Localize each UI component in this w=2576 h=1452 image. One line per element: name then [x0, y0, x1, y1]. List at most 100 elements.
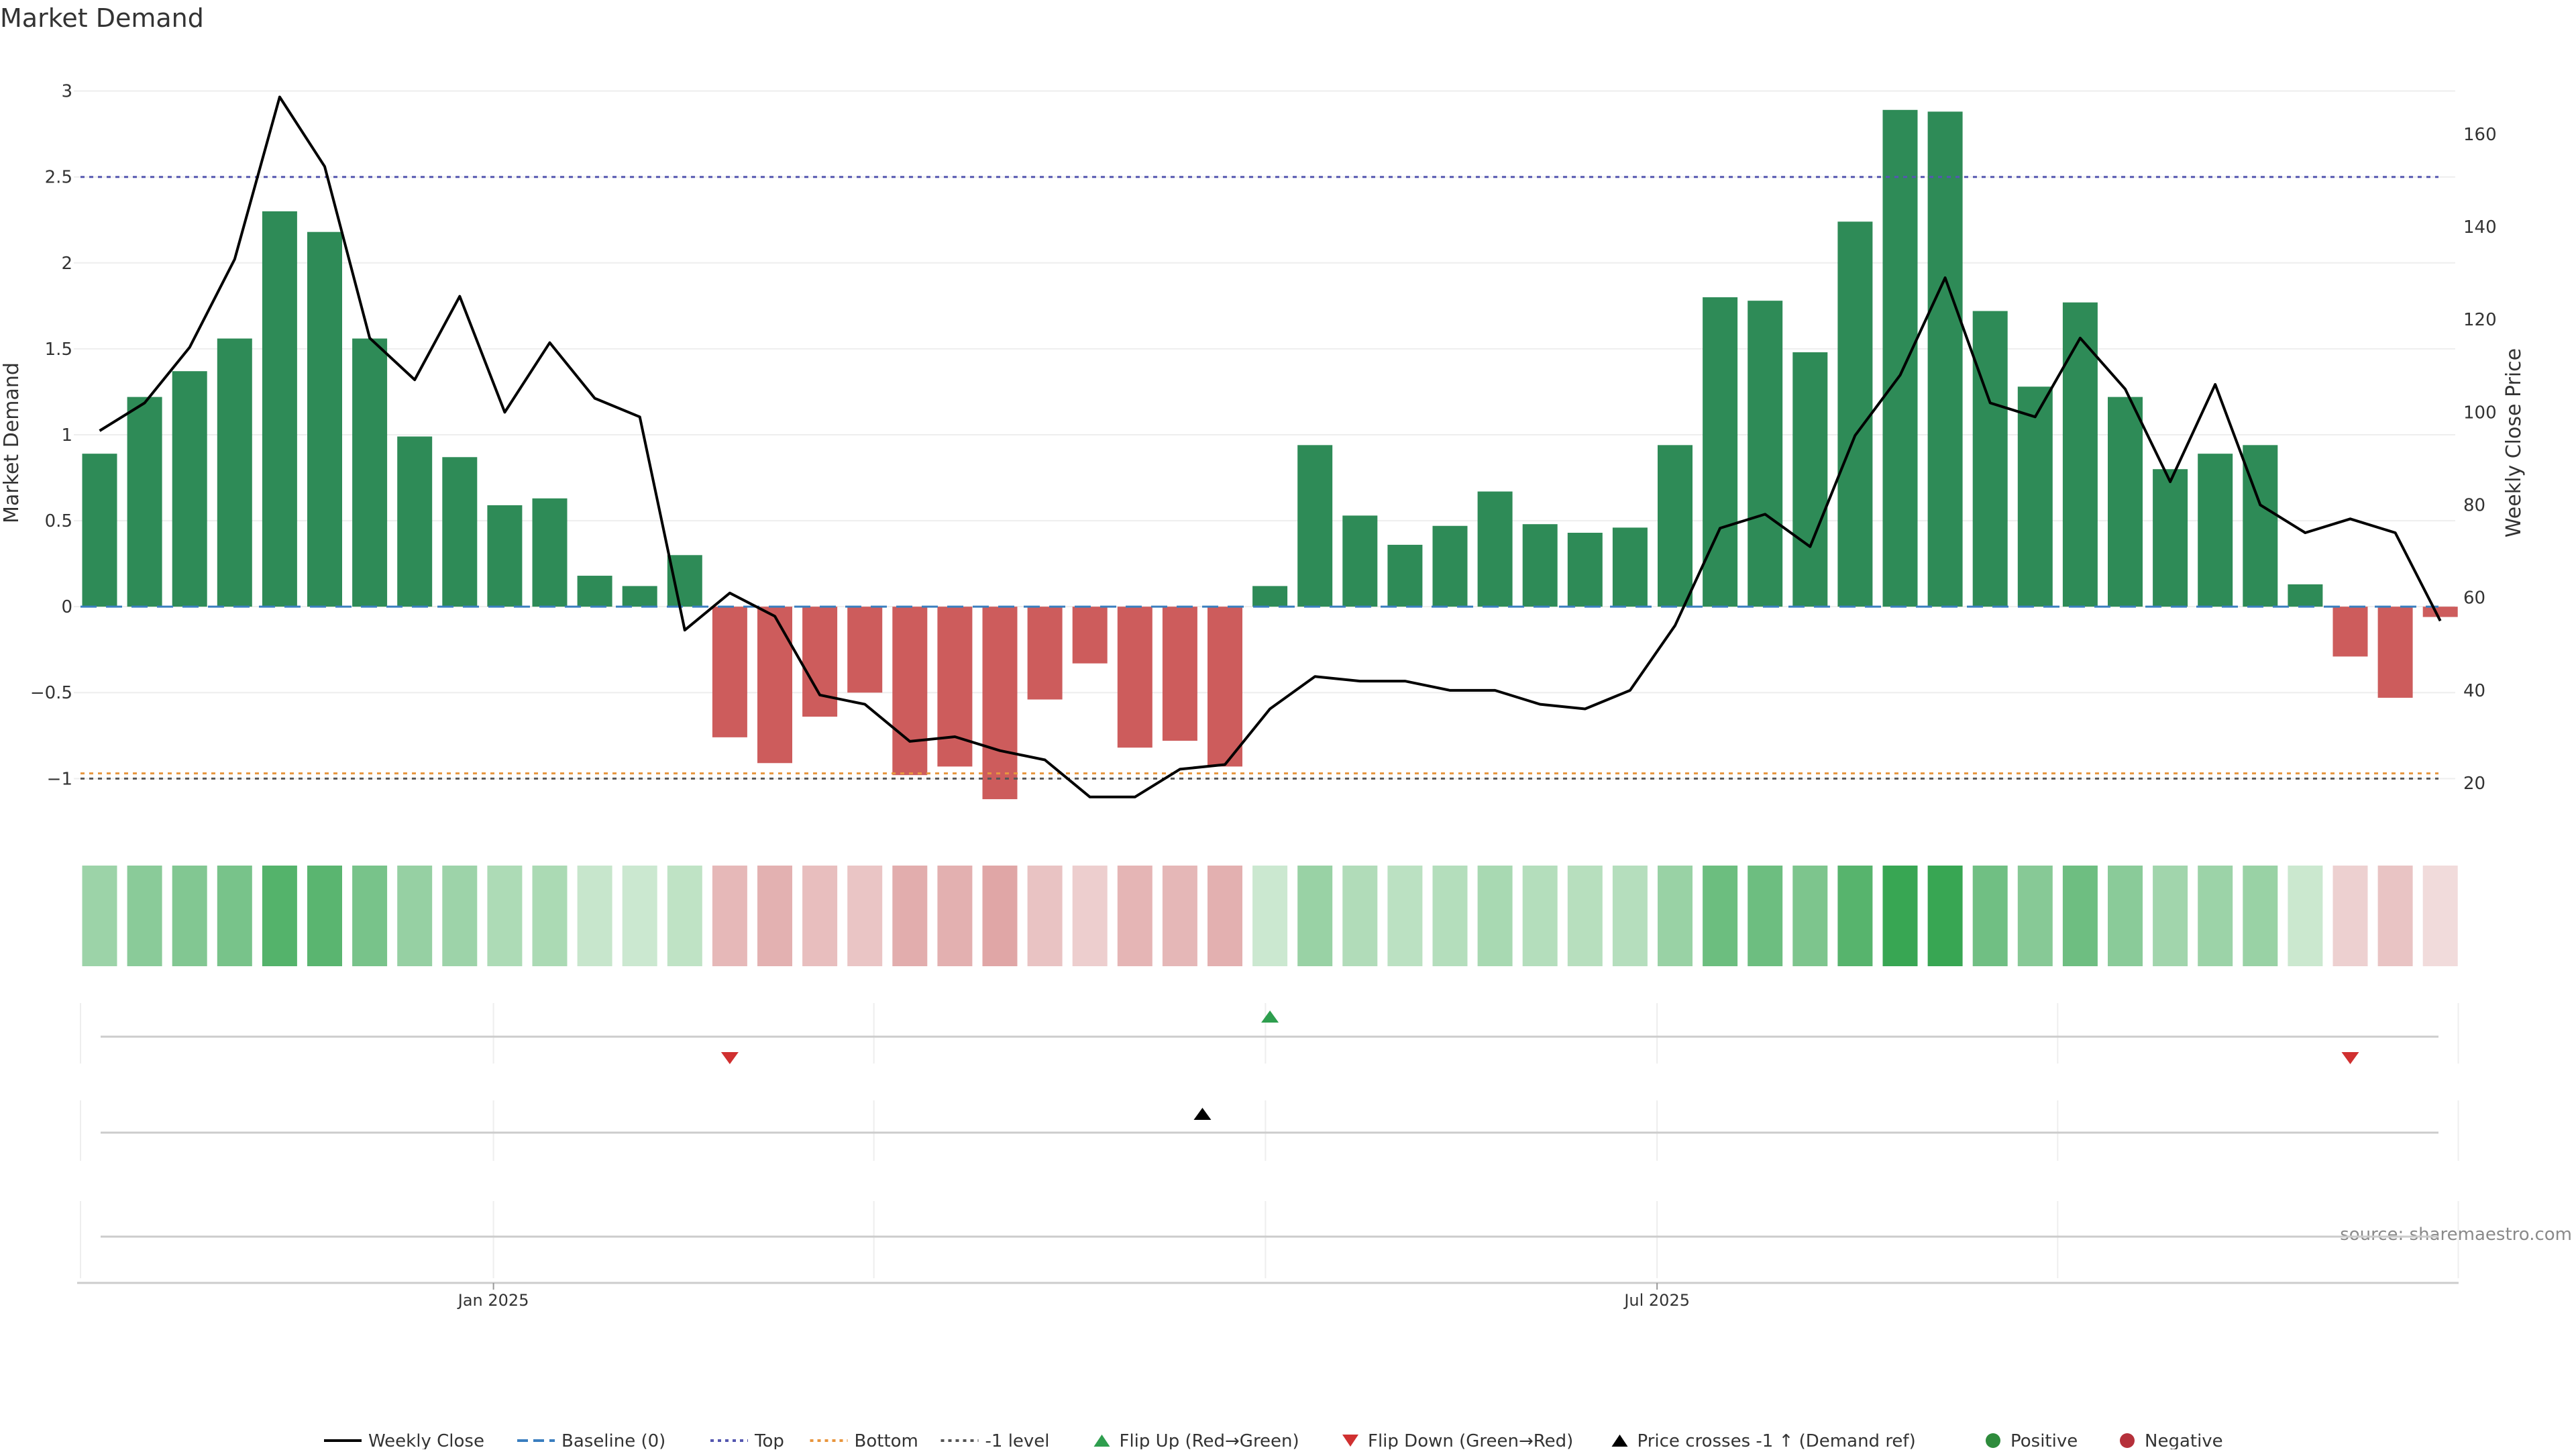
heat-cell: [1117, 866, 1152, 966]
legend-label: Bottom: [855, 1431, 918, 1449]
heat-cell: [802, 866, 838, 966]
positive-bar: [1342, 515, 1378, 607]
y-tick-label: 1.5: [45, 340, 72, 360]
heat-cell: [1252, 866, 1288, 966]
chart-title: Market Demand: [0, 3, 204, 33]
heat-cell: [2153, 866, 2188, 966]
negative-bar: [847, 607, 883, 693]
heat-cell: [1027, 866, 1063, 966]
legend-label: Price crosses -1 ↑ (Demand ref): [1638, 1431, 1916, 1449]
heat-cell: [1792, 866, 1828, 966]
price-line-layer: [99, 95, 2442, 798]
reference-lines: [80, 176, 2438, 780]
negative-bar: [1072, 607, 1108, 664]
y2-tick-label: 40: [2463, 681, 2485, 701]
flip-down-marker: [720, 1052, 739, 1064]
heat-cell: [1927, 866, 1963, 966]
legend-label: -1 level: [985, 1431, 1050, 1449]
y2-tick-label: 160: [2463, 125, 2497, 145]
x-tick-label: Jul 2025: [1623, 1291, 1690, 1310]
heat-cell: [937, 866, 973, 966]
bar-layer: [82, 109, 2458, 800]
heat-strip: [82, 866, 2458, 966]
heat-cell: [307, 866, 342, 966]
negative-bar: [1162, 607, 1197, 741]
heat-cell: [352, 866, 388, 966]
heat-cell: [2288, 866, 2323, 966]
positive-bar: [1927, 111, 1963, 607]
legend-label: Top: [754, 1431, 784, 1449]
legend-label: Baseline (0): [561, 1431, 665, 1449]
legend-swatch-triangle-down: [1342, 1435, 1358, 1447]
heat-cell: [262, 866, 297, 966]
legend-swatch-triangle-up: [1093, 1435, 1110, 1447]
positive-bar: [2153, 469, 2188, 607]
y-tick-label: 1: [61, 425, 72, 446]
y2-tick-label: 120: [2463, 310, 2497, 330]
positive-bar: [487, 505, 523, 607]
heat-cell: [82, 866, 117, 966]
flip-up-marker: [1261, 1010, 1279, 1023]
heat-cell: [2017, 866, 2053, 966]
legend-label: Positive: [2010, 1431, 2078, 1449]
y-tick-label: 2: [61, 254, 72, 274]
heat-cell: [2422, 866, 2458, 966]
y2-tick-label: 20: [2463, 774, 2485, 794]
heat-cell: [532, 866, 568, 966]
positive-bar: [1252, 586, 1288, 607]
heat-cell: [442, 866, 478, 966]
price-cross-marker: [1193, 1108, 1212, 1120]
negative-bar: [1208, 607, 1242, 767]
heat-cell: [1477, 866, 1513, 966]
tick-labels: Jan 2025 Jul 2025 3 2.5 2 1.5 1 0.5 0 −0.5 −1 160 14…: [30, 82, 2497, 1310]
legend-label: Negative: [2145, 1431, 2223, 1449]
positive-bar: [1748, 301, 1783, 607]
positive-bar: [532, 498, 568, 607]
flip-down-marker: [2341, 1052, 2359, 1064]
heat-cell: [892, 866, 928, 966]
y-tick-label: 3: [61, 82, 72, 102]
y-axis-label: Market Demand: [0, 362, 23, 523]
positive-bar: [172, 371, 207, 607]
positive-bar: [352, 338, 388, 607]
positive-bar: [1477, 491, 1513, 607]
heat-cell: [127, 866, 162, 966]
heat-cell: [2377, 866, 2413, 966]
heat-cell: [1162, 866, 1197, 966]
negative-bar: [2332, 607, 2368, 657]
heat-cell: [1072, 866, 1108, 966]
heat-cell: [217, 866, 252, 966]
heat-cell: [622, 866, 657, 966]
negative-bar: [2422, 607, 2458, 617]
negative-bar: [982, 607, 1018, 800]
heat-cell: [1208, 866, 1242, 966]
negative-bar: [757, 607, 792, 764]
heat-cell: [1387, 866, 1423, 966]
positive-bar: [82, 454, 117, 607]
positive-bar: [1612, 527, 1648, 607]
positive-bar: [1703, 297, 1738, 607]
heat-cell: [1567, 866, 1603, 966]
positive-bar: [217, 338, 252, 607]
heat-cell: [487, 866, 523, 966]
positive-bar: [667, 555, 702, 607]
positive-bar: [127, 397, 162, 607]
positive-bar: [1432, 525, 1468, 607]
y-tick-label: 0: [61, 597, 72, 617]
heat-cell: [757, 866, 792, 966]
positive-bar: [1882, 109, 1918, 607]
y-tick-label: 0.5: [45, 511, 72, 531]
positive-bar: [262, 211, 297, 607]
heat-cell: [1703, 866, 1738, 966]
heat-cell: [2243, 866, 2278, 966]
heat-cell: [2198, 866, 2233, 966]
positive-bar: [1837, 221, 1873, 607]
positive-bar: [1658, 445, 1693, 607]
heat-cell: [847, 866, 883, 966]
legend-label: Weekly Close: [368, 1431, 484, 1449]
heat-cell: [1612, 866, 1648, 966]
heat-cell: [1342, 866, 1378, 966]
negative-bar: [1027, 607, 1063, 700]
legend-label: Flip Up (Red→Green): [1120, 1431, 1299, 1449]
